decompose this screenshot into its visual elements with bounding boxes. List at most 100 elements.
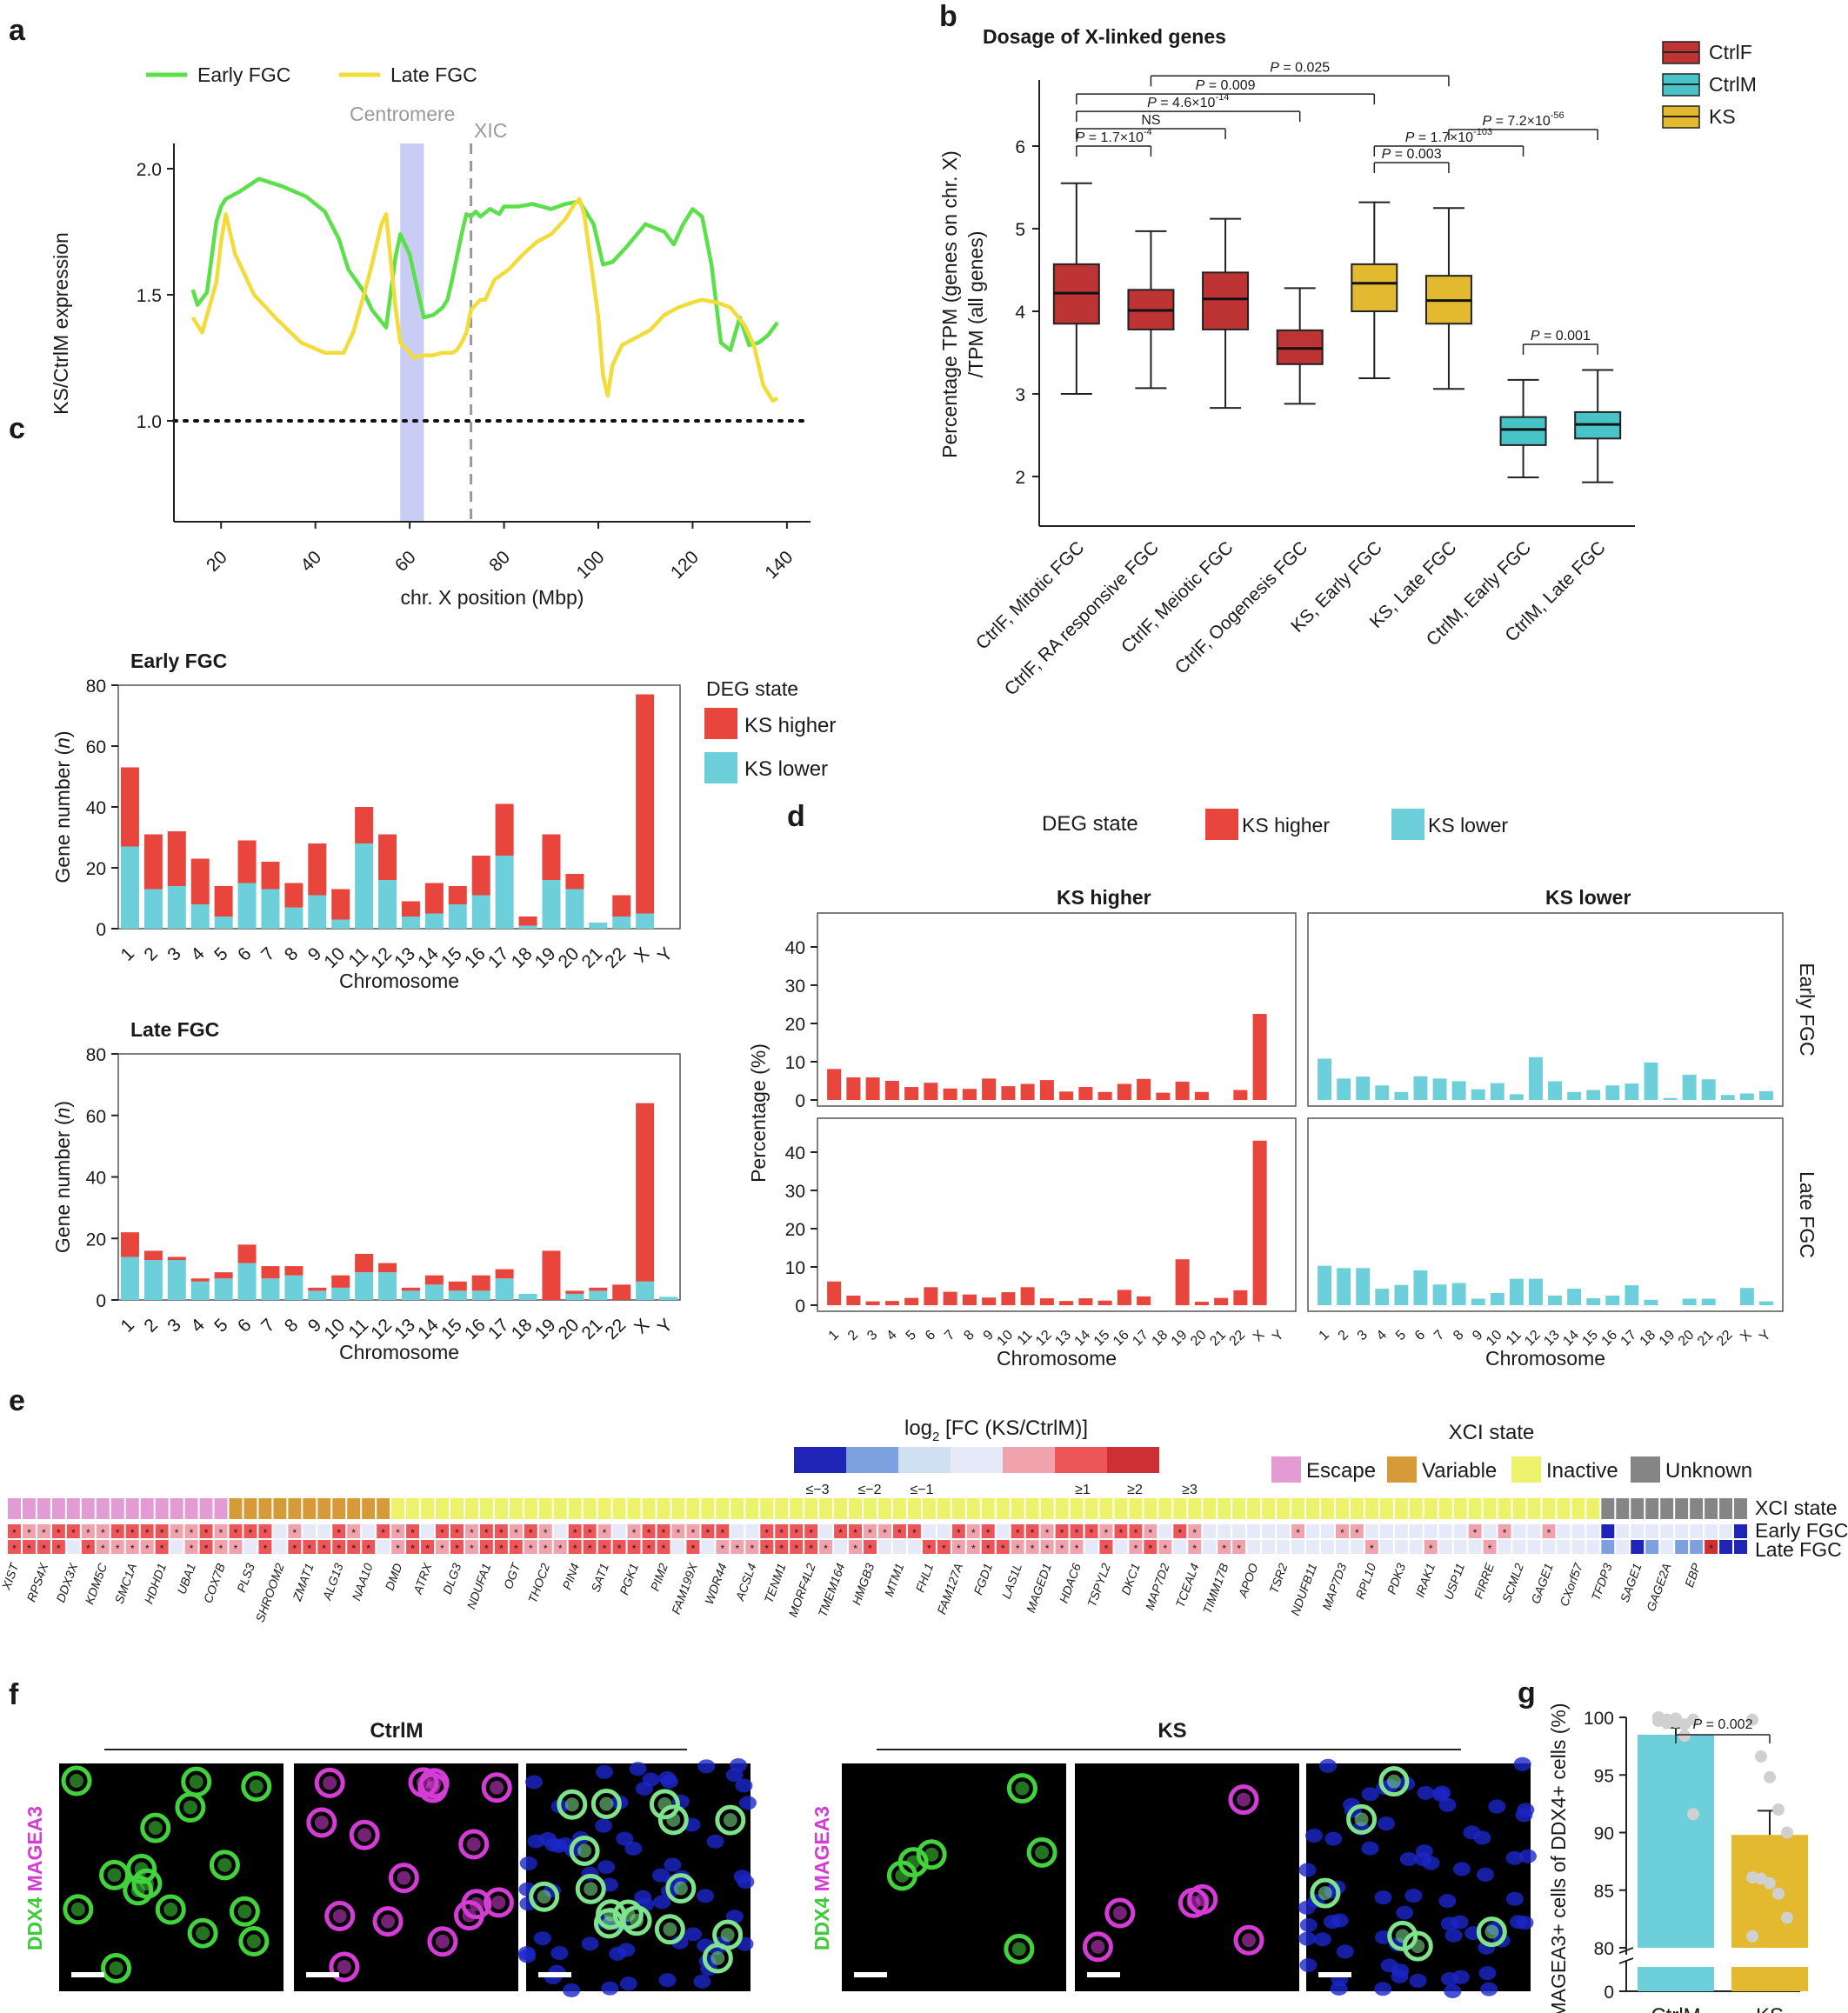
xci-state-cell	[1188, 1498, 1202, 1519]
late-fgc-cell	[1335, 1540, 1349, 1554]
xci-state-cell	[450, 1498, 464, 1519]
early-fgc-cell	[273, 1524, 287, 1538]
dapi-nucleus	[1415, 1844, 1433, 1859]
bar-ks-higher	[308, 1287, 327, 1291]
legend-label-late-fgc: Late FGC	[390, 63, 477, 86]
y-tick-label: 60	[86, 737, 106, 757]
xci-state-cell	[214, 1498, 228, 1519]
x-tick-label: 1	[1317, 1328, 1332, 1343]
gene-label: SHROOM2	[253, 1561, 287, 1623]
early-fgc-cell	[1144, 1524, 1158, 1538]
bar-percentage	[962, 1294, 977, 1305]
x-tick-label: 3	[1355, 1328, 1371, 1343]
significance-star: *	[101, 1543, 105, 1555]
stained-cell	[1082, 1931, 1113, 1963]
bar-percentage	[1625, 1285, 1639, 1305]
xci-state-cell	[1173, 1498, 1187, 1519]
dapi-nucleus	[595, 1818, 613, 1833]
xci-state-cell	[199, 1498, 213, 1519]
dapi-nucleus	[1319, 1758, 1338, 1773]
stained-cell	[1310, 1877, 1341, 1909]
xci-state-cell	[1601, 1498, 1615, 1519]
early-fgc-cell	[125, 1524, 139, 1538]
significance-star: *	[868, 1527, 872, 1539]
stained-cell	[654, 1914, 685, 1945]
late-fgc-cell	[1025, 1540, 1039, 1554]
bar-percentage	[1739, 1288, 1754, 1305]
x-tick-label: 6	[923, 1328, 938, 1343]
dapi-nucleus	[544, 1837, 563, 1852]
significance-star: *	[912, 1527, 917, 1539]
x-tick-label: 7	[1431, 1328, 1447, 1343]
xci-state-cell	[273, 1498, 287, 1519]
significance-label: P = 0.001	[1531, 329, 1591, 343]
significance-star: *	[1134, 1527, 1138, 1539]
bar-value	[1638, 1734, 1714, 1948]
early-fgc-cell	[1616, 1524, 1630, 1538]
late-fgc-cell	[701, 1540, 715, 1554]
y-tick-label: 80	[86, 1045, 106, 1065]
late-fgc-cell	[981, 1540, 995, 1554]
significance-star: *	[617, 1543, 622, 1555]
y-tick-label: 80	[86, 677, 106, 697]
significance-star: *	[145, 1527, 150, 1539]
significance-star: *	[130, 1543, 135, 1555]
stained-cell	[1004, 1933, 1035, 1964]
dapi-nucleus	[1513, 1756, 1531, 1771]
scale-bar	[538, 1972, 571, 1977]
xci-state-cell	[377, 1498, 390, 1519]
late-fgc-cell	[1277, 1540, 1291, 1554]
dapi-nucleus	[1399, 1851, 1418, 1866]
significance-star: *	[440, 1543, 444, 1555]
bar-ks-higher	[331, 1275, 350, 1288]
significance-star: *	[1104, 1527, 1109, 1539]
stained-cell	[241, 1771, 272, 1803]
stained-cell	[1104, 1897, 1136, 1929]
bar-percentage	[1432, 1284, 1447, 1305]
bar-percentage	[1117, 1290, 1131, 1305]
early-fgc-cell	[701, 1524, 715, 1538]
xci-state-cell	[1306, 1498, 1319, 1519]
significance-star: *	[1119, 1527, 1124, 1539]
scale-title: log2 [FC (KS/CtrlM)]	[904, 1416, 1088, 1444]
xci-state-cell	[597, 1498, 611, 1519]
early-fgc-cell	[362, 1524, 376, 1538]
bar-percentage	[1720, 1095, 1735, 1100]
chart-title: Dosage of X-linked genes	[983, 25, 1226, 48]
early-fgc-cell	[937, 1524, 951, 1538]
scale-bar	[854, 1972, 887, 1977]
xci-state-cell	[96, 1498, 110, 1519]
bar-percentage	[982, 1078, 997, 1100]
stained-cell	[1187, 1883, 1218, 1915]
x-tick-label: KS	[1756, 2004, 1784, 2013]
late-fgc-cell	[892, 1540, 906, 1554]
late-fgc-cell	[657, 1540, 670, 1554]
bar-ks-lower	[167, 1260, 186, 1300]
bar-percentage	[1471, 1089, 1485, 1100]
y-tick-label: 60	[86, 1107, 106, 1127]
bar-percentage	[1318, 1265, 1331, 1305]
column-title: KS higher	[1057, 886, 1151, 909]
xci-state-cell	[1734, 1498, 1747, 1519]
significance-star: *	[1296, 1527, 1300, 1539]
bar-ks-higher	[518, 917, 537, 926]
legend-swatch-ks-higher	[704, 708, 737, 739]
bar-ks-lower	[542, 880, 561, 929]
significance-star: *	[160, 1527, 164, 1539]
stained-cell-core	[1241, 1933, 1256, 1948]
panel-label-g: g	[1518, 1676, 1536, 1710]
dapi-nucleus	[684, 1927, 703, 1942]
stained-cell-core	[323, 1776, 337, 1790]
significance-star: *	[764, 1543, 769, 1555]
late-fgc-cell	[347, 1540, 361, 1554]
x-tick-label: 1	[826, 1328, 842, 1343]
early-fgc-cell	[864, 1524, 877, 1538]
gene-label: MAP7D3	[1319, 1561, 1349, 1611]
x-tick-label: 6	[234, 1315, 256, 1336]
x-tick-label: 4	[884, 1328, 899, 1343]
dapi-nucleus	[1361, 1841, 1379, 1856]
late-fgc-cell	[66, 1540, 80, 1554]
y-tick-label: 0	[795, 1296, 805, 1316]
early-fgc-cell	[1601, 1524, 1615, 1538]
significance-star: *	[971, 1527, 976, 1539]
